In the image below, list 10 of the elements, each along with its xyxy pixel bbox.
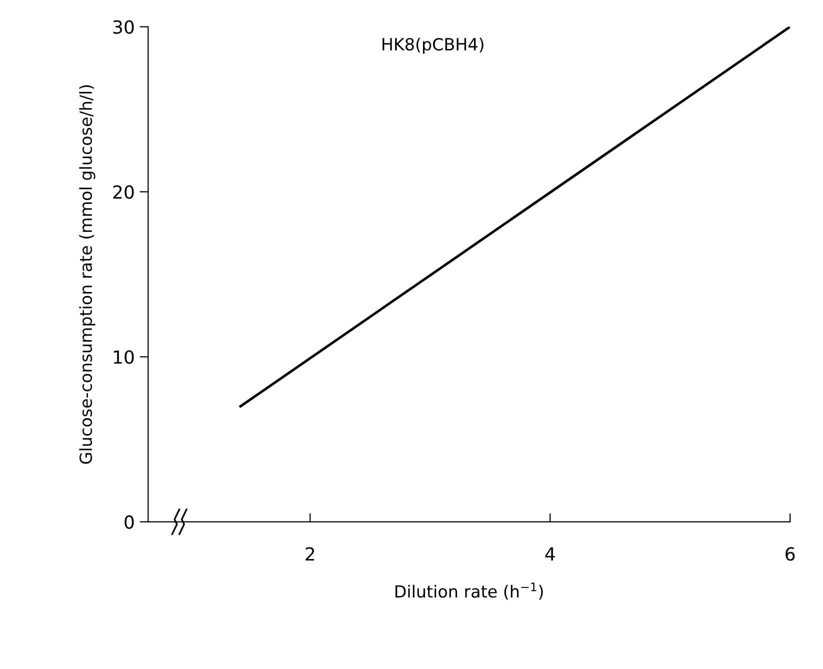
y-axis-title: Glucose-consumption rate (mmol glucose/h/l) [79,85,96,464]
y-tick-label: 20 [113,185,134,199]
x-tick-label: 6 [786,547,795,561]
y-tick-label: 10 [114,350,134,364]
x-tick-label: 2 [306,547,314,561]
text: HK8(pCBH4) [382,38,484,54]
y-tick-label: 0 [124,515,134,529]
x-axis-title: Dilution rate (h$^{−1}$) [395,582,543,600]
x-tick-label: 4 [545,547,555,561]
y-tick-label: 30 [113,20,134,34]
